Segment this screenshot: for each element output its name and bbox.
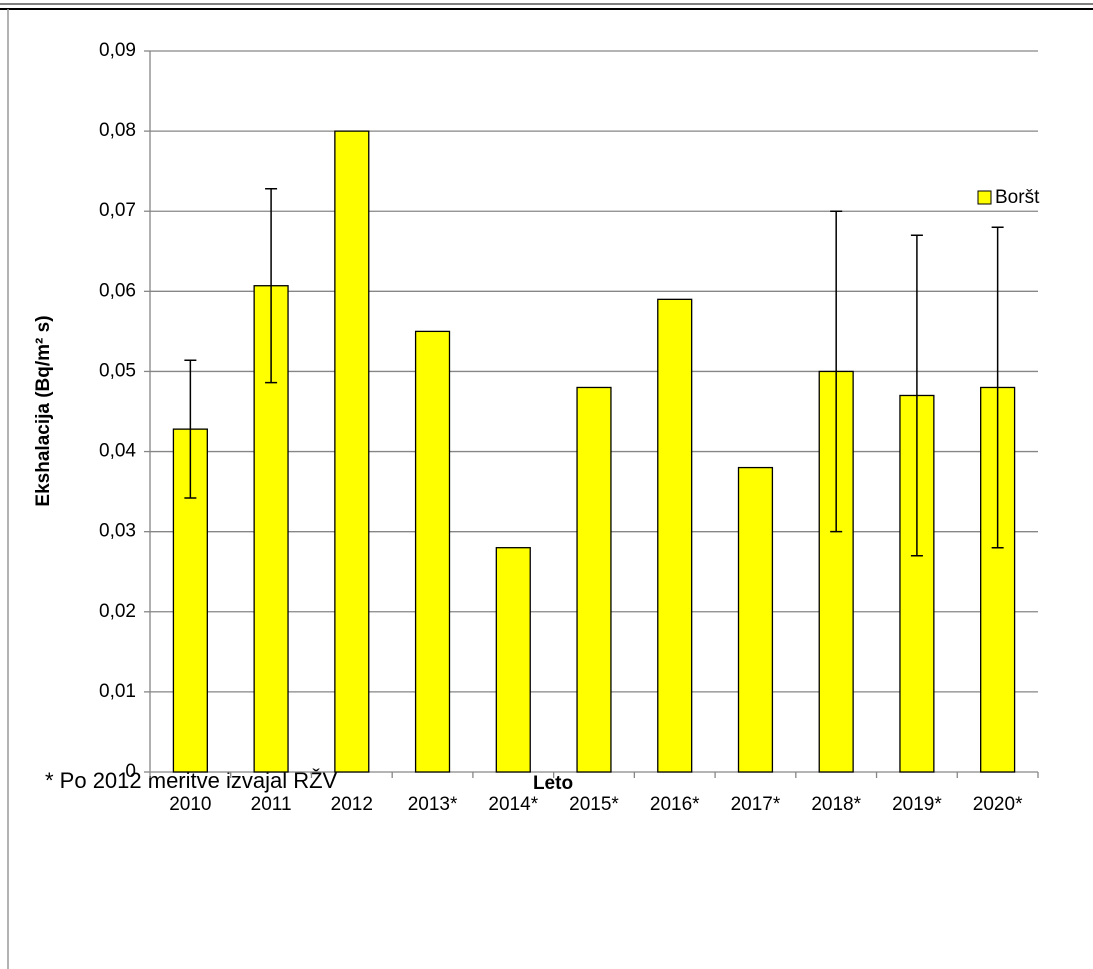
bar: [576, 386, 612, 773]
error-bar: [830, 210, 843, 533]
x-tick-label: 2015*: [569, 794, 619, 815]
y-tick-label: 0,07: [99, 200, 136, 221]
y-tick-label: 0,05: [99, 360, 136, 381]
y-tick-label: 0,08: [99, 120, 136, 141]
error-bar: [991, 226, 1004, 549]
y-tick-label: 0,02: [99, 601, 136, 622]
x-axis-label: Leto: [533, 773, 573, 794]
legend-swatch: [977, 190, 992, 205]
bar: [414, 330, 451, 773]
x-tick-label: 2018*: [811, 794, 861, 815]
bar: [737, 466, 774, 773]
x-tick-label: 2012: [331, 794, 373, 815]
error-bar: [910, 234, 923, 557]
x-tick-label: 2019*: [892, 794, 942, 815]
x-tick-label: 2014*: [488, 794, 538, 815]
x-tick-label: 2017*: [731, 794, 781, 815]
bar: [495, 547, 531, 773]
y-tick-label: 0,09: [99, 40, 136, 61]
x-tick-label: 2016*: [650, 794, 700, 815]
y-tick-label: 0: [125, 761, 136, 782]
y-tick-label: 0,06: [99, 280, 136, 301]
bar: [657, 298, 693, 773]
legend-label: Boršt: [995, 187, 1040, 208]
x-tick-label: 2011: [251, 794, 292, 815]
y-tick-label: 0,03: [99, 521, 136, 542]
bar: [334, 130, 370, 773]
y-tick-label: 0,01: [99, 681, 136, 702]
x-tick-label: 2013*: [408, 794, 458, 815]
error-bar: [265, 188, 278, 384]
y-axis-label: Ekshalacija (Bq/m² s): [33, 315, 54, 506]
error-bar: [184, 359, 197, 499]
x-tick-label: 2010: [169, 794, 211, 815]
x-tick-label: 2020*: [973, 794, 1023, 815]
y-tick-label: 0,04: [99, 441, 136, 462]
